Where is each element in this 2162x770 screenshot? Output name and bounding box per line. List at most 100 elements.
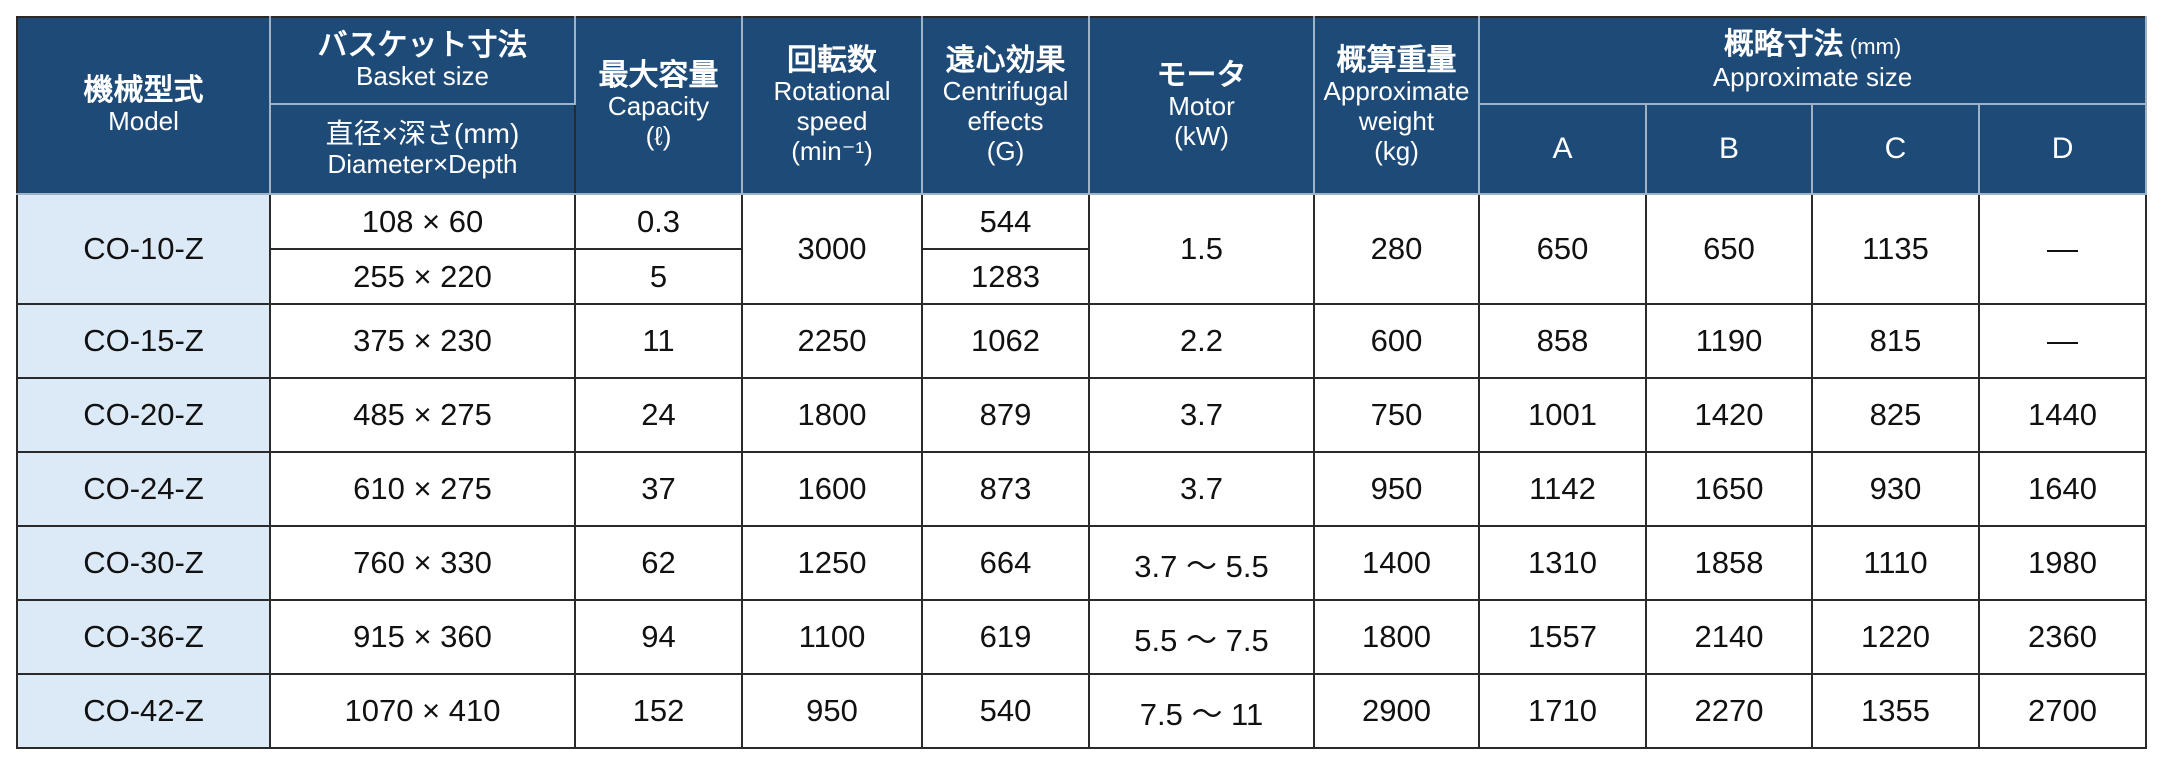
cell-text: 930 — [1869, 471, 1922, 506]
cell-text: 7.5 ～ 11 — [1139, 696, 1264, 732]
cell-text: Approximate — [1323, 75, 1470, 106]
data-cell: 2140 — [1645, 599, 1813, 675]
cell-text: 機械型式 — [83, 73, 204, 107]
data-cell: 1001 — [1478, 377, 1647, 453]
header-cell: 直径×深さ(mm) Diameter×Depth — [269, 103, 576, 195]
data-cell: 2700 — [1977, 673, 2148, 749]
data-cell: 11 — [574, 303, 743, 379]
cell-text: Motor — [1168, 90, 1235, 121]
cell-text: effects — [967, 105, 1044, 136]
cell-text: Centrifugal — [942, 75, 1069, 106]
cell-text: 544 — [979, 203, 1032, 239]
cell-text: 1.5 — [1179, 231, 1224, 266]
data-cell: 619 — [921, 599, 1090, 675]
cell-text: 650 — [1536, 231, 1589, 266]
data-cell: 0.3 — [574, 193, 743, 250]
cell-text: CO-24-Z — [83, 471, 204, 506]
cell-text: (G) — [986, 135, 1025, 166]
header-cell: バスケット寸法 Basket size — [269, 16, 576, 105]
header-cell: C — [1811, 103, 1980, 195]
data-cell: 2250 — [741, 303, 923, 379]
cell-text: 2900 — [1362, 693, 1431, 728]
cell-text: weight — [1358, 105, 1435, 136]
cell-text: — — [2047, 231, 2079, 266]
data-cell: 610 × 275 — [269, 451, 576, 527]
cell-text: 1062 — [971, 323, 1040, 358]
data-cell: 1650 — [1645, 451, 1813, 527]
cell-text: C — [1884, 132, 1907, 165]
data-cell: 760 × 330 — [269, 525, 576, 601]
cell-text: 1640 — [2028, 471, 2097, 506]
cell-text: 1355 — [1861, 693, 1930, 728]
header-cell: A — [1478, 103, 1647, 195]
cell-text: 1400 — [1362, 545, 1431, 580]
data-cell: CO-24-Z — [16, 451, 271, 527]
data-cell: CO-15-Z — [16, 303, 271, 379]
data-cell: CO-10-Z — [16, 193, 271, 305]
cell-text: 1001 — [1528, 397, 1597, 432]
cell-text: Approximate size — [1712, 61, 1913, 92]
cell-text: (mm) — [1843, 33, 1902, 59]
cell-text: 873 — [979, 471, 1032, 506]
data-cell: 930 — [1811, 451, 1980, 527]
data-cell: 1100 — [741, 599, 923, 675]
data-cell: 650 — [1645, 193, 1813, 305]
data-row: 255 × 220 5 1283 — [17, 248, 2146, 305]
cell-text: Diameter×Depth — [327, 149, 518, 179]
cell-text: 2140 — [1694, 619, 1764, 654]
header-row: 直径×深さ(mm) Diameter×Depth A B C D — [17, 103, 2148, 195]
cell-text: Basket size — [356, 60, 489, 91]
cell-text: CO-20-Z — [83, 397, 204, 432]
cell-text: 375 × 230 — [353, 323, 492, 358]
data-cell: 750 — [1313, 377, 1480, 453]
data-cell: CO-20-Z — [16, 377, 271, 453]
cell-text: 815 — [1869, 323, 1922, 358]
data-cell: 873 — [921, 451, 1090, 527]
cell-text: 1440 — [2028, 397, 2097, 432]
cell-text: 概略寸法 — [1723, 27, 1844, 61]
cell-text: 回転数 — [787, 43, 877, 77]
cell-text: speed — [796, 105, 868, 136]
cell-text: 610 × 275 — [353, 471, 492, 506]
cell-text: Capacity — [607, 90, 710, 121]
cell-text: 108 × 60 — [361, 203, 484, 239]
data-cell: 3.7 — [1088, 377, 1315, 453]
data-cell: 1142 — [1478, 451, 1647, 527]
cell-text: 5 — [649, 258, 668, 294]
cell-text: 62 — [641, 545, 676, 580]
cell-text: 3000 — [797, 231, 867, 266]
cell-text: 1135 — [1862, 231, 1929, 266]
data-cell: 879 — [921, 377, 1090, 453]
cell-text: 1310 — [1528, 545, 1597, 580]
data-cell: 2900 — [1313, 673, 1480, 749]
data-row: CO-30-Z 760 × 330 62 1250 664 3.7 ～ 5.5 1400 13… — [16, 525, 2148, 601]
cell-text: 11 — [642, 323, 675, 358]
cell-text: 1142 — [1529, 471, 1596, 506]
cell-text: Model — [108, 105, 179, 136]
data-cell: 1.5 — [1088, 193, 1315, 305]
data-cell: 24 — [574, 377, 743, 453]
data-cell: 5.5 ～ 7.5 — [1088, 599, 1315, 675]
data-cell: CO-36-Z — [16, 599, 271, 675]
header-cell: 最大容量 Capacity (ℓ) — [574, 16, 743, 195]
cell-text: CO-10-Z — [83, 231, 204, 266]
data-cell: 1800 — [1313, 599, 1480, 675]
data-row: CO-24-Z 610 × 275 37 1600 873 3.7 950 1142 1650 9… — [16, 451, 2148, 527]
data-cell: 3000 — [741, 193, 923, 305]
data-cell: 7.5 ～ 11 — [1088, 673, 1315, 749]
data-cell: 950 — [741, 673, 923, 749]
cell-text: 1070 × 410 — [344, 693, 501, 728]
cell-text: 5.5 ～ 7.5 — [1134, 622, 1269, 658]
data-cell: 650 — [1478, 193, 1647, 305]
cell-text: 2700 — [2028, 693, 2097, 728]
cell-text: 760 × 330 — [353, 545, 492, 580]
cell-text: 1800 — [1362, 619, 1431, 654]
data-cell: 825 — [1811, 377, 1980, 453]
data-cell: 915 × 360 — [269, 599, 576, 675]
cell-text: 879 — [979, 397, 1032, 432]
data-cell: — — [1977, 193, 2148, 305]
cell-text: 152 — [632, 693, 685, 728]
header-cell: D — [1977, 103, 2148, 195]
cell-text: 1858 — [1694, 545, 1764, 580]
data-row: CO-15-Z 375 × 230 11 2250 1062 2.2 600 858 1190 8… — [16, 303, 2148, 379]
